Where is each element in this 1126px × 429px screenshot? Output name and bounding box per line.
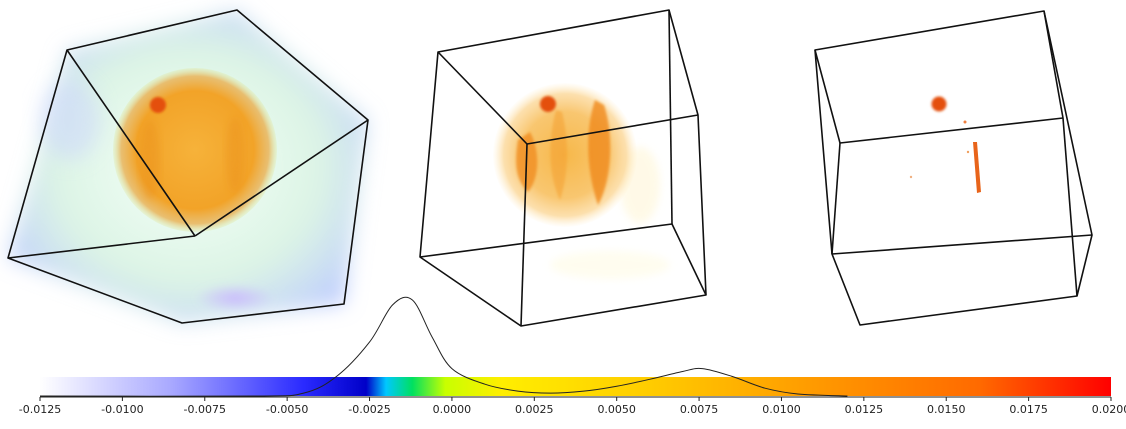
tick-label: -0.0050	[266, 403, 308, 416]
tick-label: 0.0000	[433, 403, 472, 416]
colorbar-ticks: -0.0125 -0.0100 -0.0075 -0.0050 -0.0025 0.000…	[19, 397, 1126, 416]
tick-label: 0.0025	[515, 403, 554, 416]
cube-wireframe	[814, 10, 1093, 326]
orange-streak	[973, 142, 981, 193]
cube-wireframe	[7, 9, 369, 324]
panel-threshold-volume	[814, 10, 1093, 326]
red-spot	[540, 96, 556, 112]
tick-label: 0.0125	[845, 403, 884, 416]
tick-label: 0.0075	[680, 403, 719, 416]
colorbar-gradient	[40, 377, 1111, 396]
tick-label: 0.0150	[927, 403, 966, 416]
tick-label: -0.0075	[184, 403, 226, 416]
speck	[909, 175, 913, 179]
panel-full-volume	[7, 9, 369, 324]
orange-sphere	[113, 68, 277, 232]
tick-label: 0.0200	[1092, 403, 1126, 416]
tick-label: 0.0175	[1009, 403, 1048, 416]
speck	[963, 120, 967, 124]
sphere-streaks	[140, 117, 244, 200]
cube-wireframe	[419, 9, 707, 327]
panel-positive-volume	[419, 9, 707, 327]
tick-label: 0.0100	[762, 403, 801, 416]
red-spot	[931, 96, 947, 112]
tick-label: -0.0125	[19, 403, 61, 416]
speck	[966, 150, 970, 154]
tick-label: -0.0025	[348, 403, 390, 416]
colorbar: -0.0125 -0.0100 -0.0075 -0.0050 -0.0025 0.000…	[19, 296, 1126, 416]
tick-label: -0.0100	[101, 403, 143, 416]
red-spot	[150, 97, 166, 113]
histogram-curve	[39, 296, 848, 397]
tick-label: 0.0050	[597, 403, 636, 416]
